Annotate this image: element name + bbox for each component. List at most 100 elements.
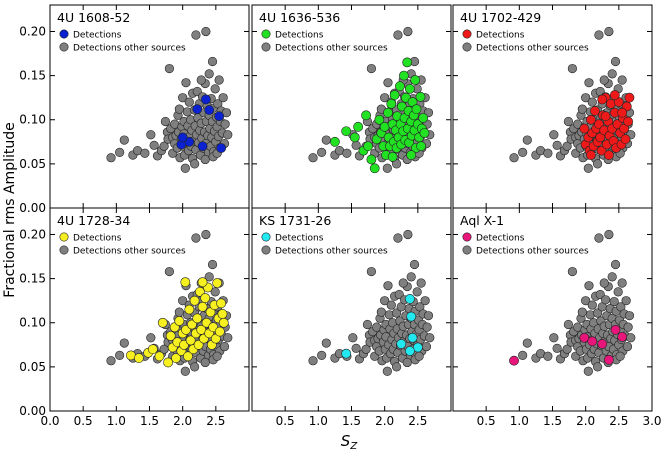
other-source-point [552,343,562,353]
detection-point [603,150,614,160]
other-source-point [115,350,125,360]
legend-label-detections: Detections [476,234,525,244]
other-source-point [342,148,352,158]
detection-point [407,332,418,343]
detection-point [171,353,181,363]
other-source-point [581,93,591,103]
other-source-point [376,307,386,317]
other-source-point [106,153,116,163]
detection-point [189,295,200,306]
legend-label-detections: Detections [73,31,122,41]
other-source-point [562,344,572,354]
other-source-point [562,141,572,151]
other-source-point [622,341,633,352]
legend-label-others: Detections other sources [476,44,589,54]
other-source-point [191,233,201,243]
other-source-point [584,78,594,88]
other-source-point [563,319,574,330]
other-source-point [615,351,625,361]
other-source-point [119,135,129,145]
y-tick-label: 0.10 [19,113,46,127]
other-source-point [599,75,609,85]
detection-point [363,141,373,152]
detection-point [197,277,208,288]
other-source-point [220,119,230,129]
detection-point [623,116,634,127]
detection-point [163,357,173,368]
other-source-point [423,311,434,321]
other-source-point [308,356,318,366]
other-source-point [146,130,156,140]
detection-point [617,331,628,342]
other-source-point [617,75,627,85]
other-source-point [149,140,159,150]
legend-label-detections: Detections [73,234,122,244]
other-source-point [204,69,214,79]
other-source-point [308,153,318,163]
other-source-point [383,78,393,88]
detection-point [341,126,352,137]
other-source-point [386,300,396,310]
other-source-point [509,153,519,163]
other-source-point [518,147,528,157]
x-tick-label: 1.5 [342,414,361,428]
legend-marker-others [261,42,271,52]
other-source-point [190,362,200,372]
detection-point [579,123,590,134]
legend-marker-detections [261,232,271,242]
other-source-point [581,296,591,306]
legend-label-others: Detections other sources [476,247,589,257]
legend-marker-others [261,245,271,255]
other-source-point [174,104,184,114]
x-tick-label: 2.0 [576,414,595,428]
other-source-point [610,56,621,67]
other-source-point [593,308,603,318]
detection-point [174,316,185,326]
other-source-point [594,30,604,40]
other-source-point [178,296,188,306]
other-source-point [406,272,416,282]
other-source-point [587,97,597,107]
other-source-point [140,148,150,158]
other-source-point [210,287,220,297]
other-source-point [599,278,609,288]
other-source-point [543,351,553,361]
legend-label-detections: Detections [275,234,324,244]
legend-label-others: Detections other sources [275,44,388,54]
detection-point [590,106,600,116]
other-source-point [159,141,169,151]
panel-title: Aql X-1 [460,213,504,228]
detection-point [600,111,611,122]
other-source-point [421,341,432,352]
panel-title: KS 1731-26 [259,213,331,228]
detection-point [389,90,400,100]
detection-point [609,90,620,100]
x-tick-label: 1.0 [510,414,529,428]
x-tick-label: 0.0 [40,414,59,428]
panel-4: 0.00 0.05 0.10 0.15 0.20 0.0 0.5 1.0 1.5 2.0 2.5 4U… [19,207,250,428]
panel-title: 4U 1702-429 [460,10,541,25]
other-source-point [321,135,331,145]
other-source-point [380,296,390,306]
detection-point [411,104,422,115]
x-tick-label: 2.0 [173,414,192,428]
other-source-point [623,322,633,332]
other-source-point [403,26,413,37]
other-source-point [567,266,578,277]
detection-point [366,154,377,165]
detection-point [193,339,204,350]
other-source-point [617,278,627,288]
detection-point [404,83,415,94]
detection-point [406,150,417,160]
legend-label-detections: Detections [476,31,525,41]
detection-point [330,136,340,147]
x-tick-label: 1.0 [309,414,328,428]
other-source-point [174,307,184,317]
other-source-point [398,278,408,288]
other-source-point [214,75,224,85]
y-axis-label: Fractional rms Amplitude [2,122,18,297]
detection-point [154,351,165,362]
other-source-point [403,229,413,240]
other-source-point [425,333,435,343]
panel-frame [251,207,452,412]
